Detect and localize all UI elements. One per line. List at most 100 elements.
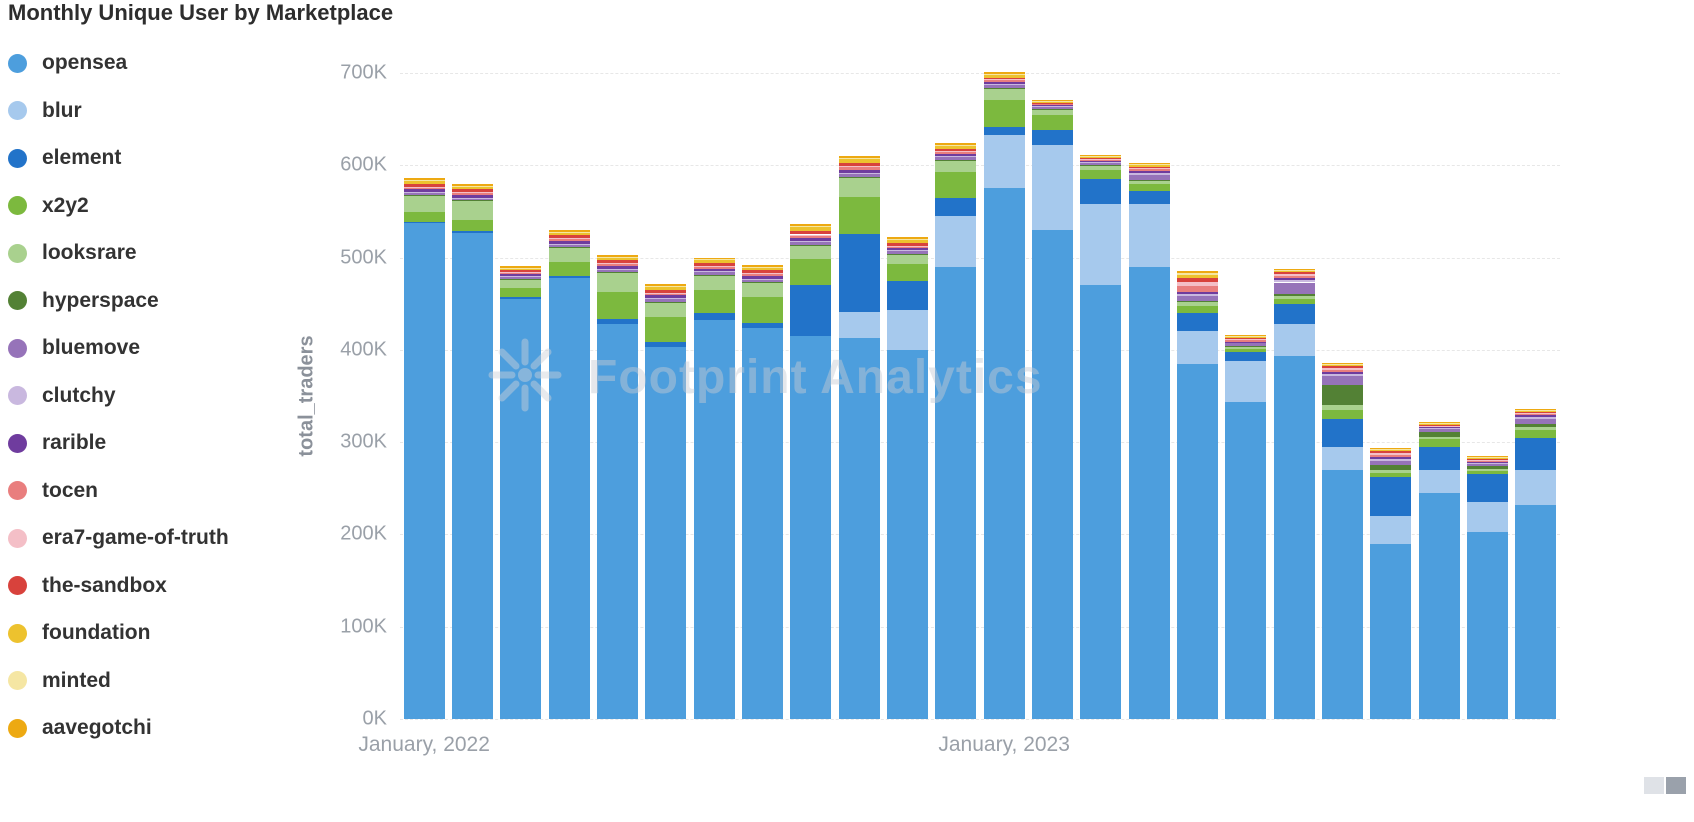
bar-segment-looksrare[interactable] — [1467, 468, 1508, 471]
bar-segment-looksrare[interactable] — [790, 245, 832, 260]
bar-segment-the-sandbox[interactable] — [1418, 424, 1460, 426]
bar-segment-foundation[interactable] — [790, 227, 832, 231]
bar-segment-clutchy[interactable] — [1467, 463, 1508, 465]
bar-segment-opensea[interactable] — [693, 320, 735, 719]
bar-segment-x2y2[interactable] — [935, 171, 977, 198]
bar-segment-the-sandbox[interactable] — [1080, 157, 1122, 159]
bar-segment-x2y2[interactable] — [1322, 409, 1363, 420]
bar-segment-era7-game-of-truth[interactable] — [548, 238, 590, 240]
bar-segment-looksrare[interactable] — [548, 248, 590, 263]
bar-September, 2023[interactable] — [1370, 447, 1412, 719]
bar-January, 2023[interactable] — [983, 72, 1025, 719]
bar-segment-rarible[interactable] — [983, 82, 1025, 85]
bar-segment-element[interactable] — [548, 276, 590, 278]
bar-segment-hyperspace[interactable] — [983, 87, 1025, 89]
bar-segment-minted[interactable] — [693, 259, 735, 261]
bar-segment-minted[interactable] — [1273, 269, 1315, 271]
bar-segment-blur[interactable] — [935, 216, 977, 267]
bar-segment-minted[interactable] — [597, 256, 638, 258]
bar-segment-rarible[interactable] — [1370, 456, 1412, 459]
bar-segment-clutchy[interactable] — [645, 298, 687, 300]
bar-segment-x2y2[interactable] — [983, 99, 1025, 128]
bar-segment-the-sandbox[interactable] — [645, 289, 687, 293]
bar-segment-tocen[interactable] — [1322, 370, 1363, 372]
bar-segment-clutchy[interactable] — [403, 192, 445, 193]
bar-segment-rarible[interactable] — [790, 238, 832, 241]
bar-segment-hyperspace[interactable] — [1128, 180, 1170, 181]
bar-segment-rarible[interactable] — [1467, 462, 1508, 464]
bar-segment-aavegotchi[interactable] — [693, 257, 735, 260]
bar-segment-minted[interactable] — [548, 231, 590, 233]
bar-June, 2022[interactable] — [645, 284, 687, 719]
bar-segment-clutchy[interactable] — [1225, 342, 1267, 344]
bar-segment-era7-game-of-truth[interactable] — [403, 186, 445, 188]
bar-segment-tocen[interactable] — [597, 264, 638, 266]
bar-segment-x2y2[interactable] — [1515, 430, 1557, 438]
bar-segment-aavegotchi[interactable] — [1418, 421, 1460, 423]
bar-segment-hyperspace[interactable] — [403, 194, 445, 196]
bar-segment-opensea[interactable] — [452, 232, 493, 719]
bar-segment-looksrare[interactable] — [645, 302, 687, 317]
bar-segment-era7-game-of-truth[interactable] — [1273, 274, 1315, 277]
bar-segment-opensea[interactable] — [838, 337, 880, 719]
bar-segment-looksrare[interactable] — [597, 273, 638, 292]
bar-segment-the-sandbox[interactable] — [452, 189, 493, 193]
bar-segment-rarible[interactable] — [548, 240, 590, 244]
bar-segment-foundation[interactable] — [452, 186, 493, 190]
bar-segment-looksrare[interactable] — [935, 160, 977, 172]
bar-segment-rarible[interactable] — [1032, 105, 1073, 107]
bar-segment-aavegotchi[interactable] — [1273, 268, 1315, 270]
bar-segment-rarible[interactable] — [838, 169, 880, 173]
bar-segment-bluemove[interactable] — [1370, 460, 1412, 466]
bar-segment-x2y2[interactable] — [403, 212, 445, 222]
bar-segment-the-sandbox[interactable] — [1322, 366, 1363, 369]
bar-segment-element[interactable] — [452, 230, 493, 233]
bar-segment-rarible[interactable] — [1177, 291, 1218, 294]
bar-segment-minted[interactable] — [838, 157, 880, 159]
bar-segment-blur[interactable] — [1080, 204, 1122, 286]
bar-segment-foundation[interactable] — [838, 158, 880, 163]
bar-segment-rarible[interactable] — [597, 265, 638, 269]
bar-segment-looksrare[interactable] — [1273, 296, 1315, 300]
bar-segment-blur[interactable] — [1370, 515, 1412, 544]
bar-segment-blur[interactable] — [1177, 331, 1218, 364]
legend-item-looksrare[interactable]: looksrare — [8, 234, 229, 272]
bar-segment-bluemove[interactable] — [1515, 419, 1557, 424]
bar-segment-foundation[interactable] — [500, 268, 542, 271]
bar-January, 2022[interactable] — [403, 178, 445, 719]
bar-segment-rarible[interactable] — [645, 295, 687, 299]
bar-segment-foundation[interactable] — [403, 180, 445, 184]
bar-segment-era7-game-of-truth[interactable] — [887, 245, 928, 247]
bar-June, 2023[interactable] — [1225, 335, 1267, 719]
bar-April, 2022[interactable] — [548, 229, 590, 719]
bar-segment-rarible[interactable] — [452, 194, 493, 198]
bar-segment-element[interactable] — [935, 197, 977, 217]
bar-segment-foundation[interactable] — [645, 287, 687, 290]
bar-segment-aavegotchi[interactable] — [983, 72, 1025, 74]
bar-segment-clutchy[interactable] — [1515, 417, 1557, 420]
bar-segment-opensea[interactable] — [597, 324, 638, 719]
legend-item-the-sandbox[interactable]: the-sandbox — [8, 567, 229, 605]
bar-segment-bluemove[interactable] — [597, 269, 638, 273]
bar-segment-bluemove[interactable] — [645, 299, 687, 302]
bar-segment-blur[interactable] — [1515, 469, 1557, 505]
bar-segment-foundation[interactable] — [1128, 165, 1170, 168]
bar-segment-the-sandbox[interactable] — [1273, 272, 1315, 275]
bar-segment-era7-game-of-truth[interactable] — [1128, 168, 1170, 169]
bar-segment-the-sandbox[interactable] — [1515, 411, 1557, 413]
bar-segment-era7-game-of-truth[interactable] — [790, 234, 832, 236]
bar-segment-era7-game-of-truth[interactable] — [452, 192, 493, 193]
bar-segment-looksrare[interactable] — [983, 88, 1025, 100]
bar-segment-era7-game-of-truth[interactable] — [935, 151, 977, 153]
bar-segment-element[interactable] — [1515, 437, 1557, 470]
bar-segment-tocen[interactable] — [1225, 339, 1267, 342]
legend-item-foundation[interactable]: foundation — [8, 614, 229, 652]
bar-segment-x2y2[interactable] — [1128, 183, 1170, 192]
bar-segment-clutchy[interactable] — [1273, 279, 1315, 283]
bar-segment-era7-game-of-truth[interactable] — [742, 273, 783, 275]
bar-segment-aavegotchi[interactable] — [548, 229, 590, 232]
bar-segment-opensea[interactable] — [500, 299, 542, 719]
bar-October, 2022[interactable] — [838, 156, 880, 719]
bar-segment-era7-game-of-truth[interactable] — [500, 272, 542, 274]
bar-segment-element[interactable] — [500, 297, 542, 300]
